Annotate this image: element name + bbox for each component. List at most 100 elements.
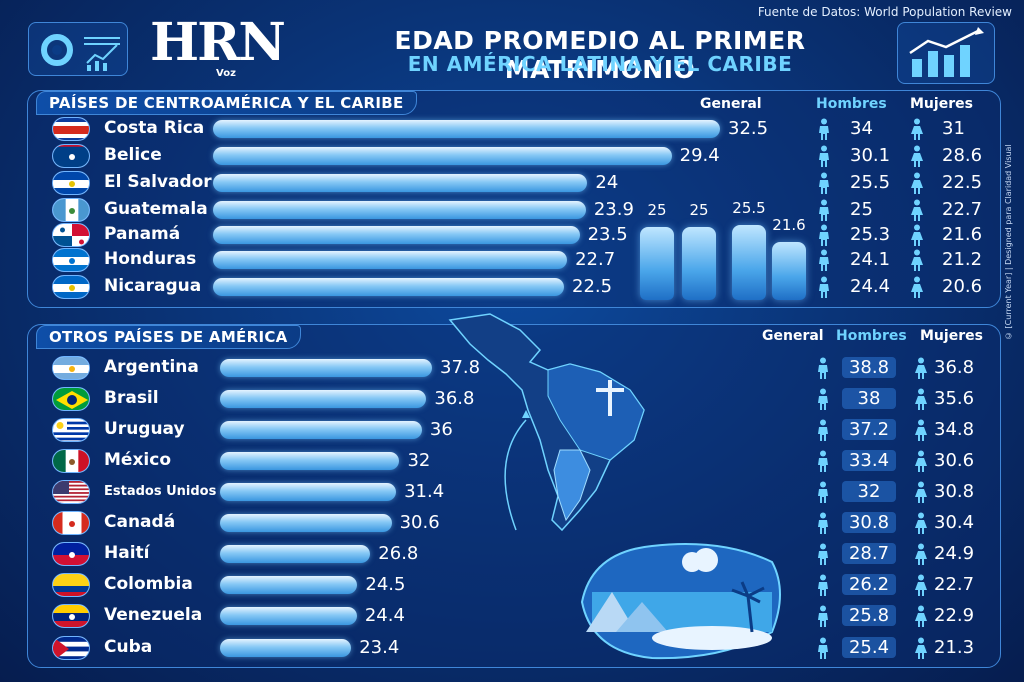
male-person-icon (816, 419, 830, 441)
country-name: Haití (104, 543, 150, 563)
growth-chart-icon (909, 27, 984, 77)
column-header-women: Mujeres (920, 328, 983, 344)
female-person-icon (914, 450, 928, 472)
bar-value-label: 23.5 (587, 224, 628, 245)
bar (220, 452, 400, 470)
bar-value-label: 24.5 (365, 574, 406, 595)
male-person-icon (816, 388, 830, 410)
women-value: 30.4 (934, 512, 975, 533)
country-flag (52, 144, 90, 168)
bar (220, 359, 432, 377)
female-person-icon (914, 543, 928, 565)
country-flag (52, 573, 90, 597)
men-value: 33.4 (842, 450, 896, 471)
women-value: 22.7 (934, 574, 975, 595)
women-value: 21.3 (934, 637, 975, 658)
bar (220, 390, 427, 408)
page-title: EDAD PROMEDIO AL PRIMER MATRIMONIO (394, 26, 806, 84)
bar-value-label: 32 (407, 450, 431, 471)
men-value: 28.7 (842, 543, 896, 564)
male-person-icon (816, 543, 830, 565)
country-flag (52, 636, 90, 660)
male-person-icon (817, 224, 831, 246)
men-value: 25 (850, 199, 873, 220)
women-value: 20.6 (942, 276, 983, 297)
female-person-icon (914, 388, 928, 410)
male-person-icon (817, 118, 831, 140)
bar (220, 545, 371, 563)
bar-chart-badge (897, 22, 995, 84)
women-value: 35.6 (934, 388, 975, 409)
analytics-badge (28, 22, 128, 76)
men-value: 37.2 (842, 419, 896, 440)
men-value: 26.2 (842, 574, 896, 595)
bar-value-label: 30.6 (399, 512, 440, 533)
brand-logo-subtitle: Voz (216, 68, 236, 79)
country-name: Argentina (104, 357, 199, 377)
men-value: 30.1 (850, 145, 891, 166)
male-person-icon (817, 249, 831, 271)
country-flag (52, 480, 90, 504)
bar (213, 120, 720, 138)
column-header-men: Hombres (836, 328, 907, 344)
women-value: 30.8 (934, 481, 975, 502)
column-header-women: Mujeres (910, 96, 973, 112)
men-value: 25.4 (842, 637, 896, 658)
country-name: El Salvador (104, 172, 212, 192)
bar-value-label: 29.4 (679, 145, 720, 166)
bar-value-label: 23.9 (593, 199, 634, 220)
bar-value-label: 22.5 (572, 276, 613, 297)
country-name: Nicaragua (104, 276, 202, 296)
female-person-icon (914, 357, 928, 379)
country-name: Panamá (104, 224, 181, 244)
latin-america-map (448, 313, 645, 532)
bar-value-label: 24.4 (364, 605, 405, 626)
country-flag (52, 223, 90, 247)
column-header-general: General (762, 328, 824, 344)
country-name: Canadá (104, 512, 176, 532)
country-flag (52, 356, 90, 380)
bar-value-label: 23.4 (359, 637, 400, 658)
bar (220, 639, 352, 657)
country-flag (52, 418, 90, 442)
male-person-icon (817, 276, 831, 298)
male-person-icon (816, 637, 830, 659)
mini-bar-label: 21.6 (772, 215, 806, 234)
female-person-icon (914, 605, 928, 627)
country-name: Estados Unidos (104, 484, 217, 499)
bar (220, 514, 392, 532)
bar (213, 174, 588, 192)
female-person-icon (914, 574, 928, 596)
bar-value-label: 32.5 (728, 118, 769, 139)
men-value: 34 (850, 118, 873, 139)
female-person-icon (914, 512, 928, 534)
male-person-icon (816, 512, 830, 534)
bar-value-label: 26.8 (378, 543, 419, 564)
mini-bar-label: 25 (689, 200, 709, 219)
country-name: Honduras (104, 249, 197, 269)
women-value: 34.8 (934, 419, 975, 440)
brand-logo: HRN (150, 12, 286, 73)
country-name: Venezuela (104, 605, 203, 625)
bar-value-label: 24 (595, 172, 619, 193)
bar (213, 278, 564, 296)
male-person-icon (816, 357, 830, 379)
men-value: 24.4 (850, 276, 891, 297)
women-value: 36.8 (934, 357, 975, 378)
male-person-icon (816, 574, 830, 596)
male-person-icon (817, 145, 831, 167)
female-person-icon (910, 249, 924, 271)
section-title-central: PAÍSES DE CENTROAMÉRICA Y EL CARIBE (36, 91, 417, 115)
men-value: 25.3 (850, 224, 891, 245)
country-name: Uruguay (104, 419, 185, 439)
female-person-icon (910, 224, 924, 246)
male-person-icon (816, 605, 830, 627)
bar (213, 226, 580, 244)
female-person-icon (910, 276, 924, 298)
bar-value-label: 37.8 (440, 357, 481, 378)
country-flag (52, 248, 90, 272)
mini-bar (772, 241, 806, 300)
tropical-island-illustration (580, 543, 781, 660)
female-person-icon (914, 419, 928, 441)
men-value: 30.8 (842, 512, 896, 533)
